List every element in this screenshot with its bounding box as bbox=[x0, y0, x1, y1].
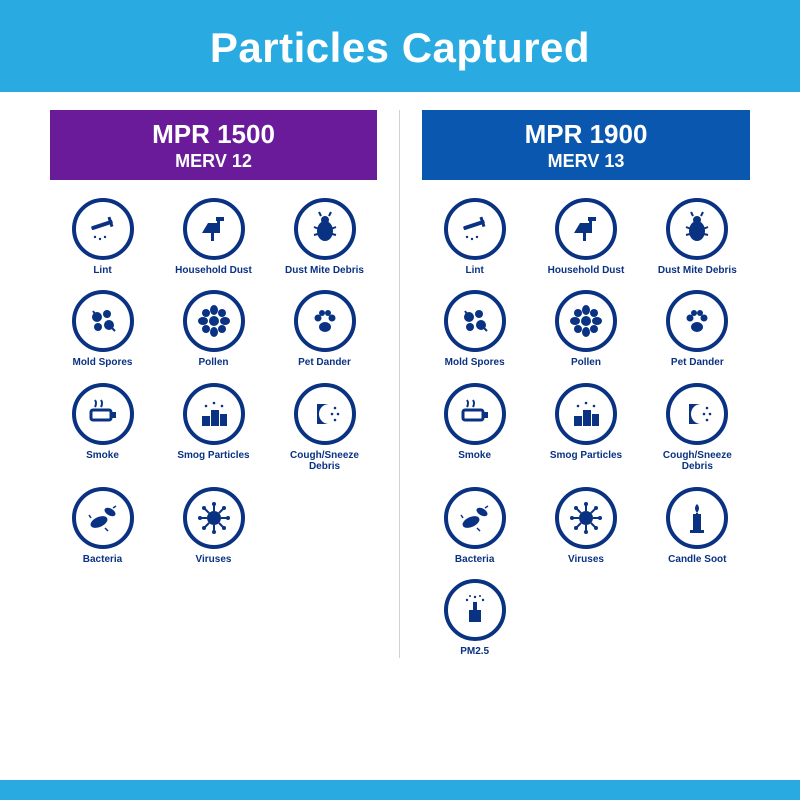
household-dust-icon bbox=[183, 198, 245, 260]
particle-dust-mite: Dust Mite Debris bbox=[652, 198, 742, 277]
particle-label: Bacteria bbox=[455, 554, 494, 566]
mpr-label: MPR 1500 bbox=[50, 120, 377, 149]
particle-label: Pollen bbox=[198, 357, 228, 369]
column-header-left: MPR 1500 MERV 12 bbox=[50, 110, 377, 180]
particle-label: Mold Spores bbox=[72, 357, 132, 369]
particle-viruses: Viruses bbox=[169, 487, 259, 566]
particle-household-dust: Household Dust bbox=[169, 198, 259, 277]
particle-label: Pet Dander bbox=[298, 357, 351, 369]
particle-label: Household Dust bbox=[548, 265, 625, 277]
pollen-icon bbox=[555, 290, 617, 352]
particle-household-dust: Household Dust bbox=[541, 198, 631, 277]
particle-pollen: Pollen bbox=[169, 290, 259, 369]
smog-icon bbox=[183, 383, 245, 445]
particle-smoke: Smoke bbox=[58, 383, 148, 473]
bottom-accent-band bbox=[0, 780, 800, 800]
pm25-icon bbox=[444, 579, 506, 641]
particle-pm25: PM2.5 bbox=[430, 579, 520, 658]
particle-viruses: Viruses bbox=[541, 487, 631, 566]
particle-label: Cough/Sneeze Debris bbox=[652, 450, 742, 473]
particle-label: Candle Soot bbox=[668, 554, 726, 566]
particle-label: Pet Dander bbox=[671, 357, 724, 369]
particle-label: Dust Mite Debris bbox=[658, 265, 737, 277]
smog-icon bbox=[555, 383, 617, 445]
cough-sneeze-icon bbox=[294, 383, 356, 445]
household-dust-icon bbox=[555, 198, 617, 260]
smoke-icon bbox=[72, 383, 134, 445]
icon-grid-left: Lint Household Dust Dust Mite Debris Mold S… bbox=[50, 198, 377, 566]
mold-spores-icon bbox=[444, 290, 506, 352]
dust-mite-icon bbox=[666, 198, 728, 260]
particle-dust-mite: Dust Mite Debris bbox=[280, 198, 370, 277]
particle-label: Smoke bbox=[86, 450, 119, 462]
particle-label: Viruses bbox=[568, 554, 604, 566]
particle-label: Household Dust bbox=[175, 265, 252, 277]
particle-label: Lint bbox=[465, 265, 483, 277]
particle-label: PM2.5 bbox=[460, 646, 489, 658]
particle-label: Mold Spores bbox=[445, 357, 505, 369]
pet-dander-icon bbox=[666, 290, 728, 352]
merv-label: MERV 12 bbox=[50, 151, 377, 172]
particle-bacteria: Bacteria bbox=[58, 487, 148, 566]
pollen-icon bbox=[183, 290, 245, 352]
bacteria-icon bbox=[444, 487, 506, 549]
column-mpr-1500: MPR 1500 MERV 12 Lint Household Dust Dust … bbox=[40, 110, 400, 658]
particle-pet-dander: Pet Dander bbox=[652, 290, 742, 369]
particle-label: Smog Particles bbox=[177, 450, 249, 462]
particle-cough-sneeze: Cough/Sneeze Debris bbox=[652, 383, 742, 473]
particle-label: Cough/Sneeze Debris bbox=[280, 450, 370, 473]
particle-label: Dust Mite Debris bbox=[285, 265, 364, 277]
particle-pet-dander: Pet Dander bbox=[280, 290, 370, 369]
particle-candle-soot: Candle Soot bbox=[652, 487, 742, 566]
particle-mold-spores: Mold Spores bbox=[58, 290, 148, 369]
pet-dander-icon bbox=[294, 290, 356, 352]
particle-label: Viruses bbox=[196, 554, 232, 566]
icon-grid-right: Lint Household Dust Dust Mite Debris Mold S… bbox=[422, 198, 750, 658]
candle-soot-icon bbox=[666, 487, 728, 549]
particle-label: Smog Particles bbox=[550, 450, 622, 462]
particle-smoke: Smoke bbox=[430, 383, 520, 473]
particle-label: Pollen bbox=[571, 357, 601, 369]
particle-pollen: Pollen bbox=[541, 290, 631, 369]
lint-icon bbox=[72, 198, 134, 260]
particle-label: Bacteria bbox=[83, 554, 122, 566]
cough-sneeze-icon bbox=[666, 383, 728, 445]
particle-cough-sneeze: Cough/Sneeze Debris bbox=[280, 383, 370, 473]
particle-lint: Lint bbox=[430, 198, 520, 277]
column-mpr-1900: MPR 1900 MERV 13 Lint Household Dust Dust … bbox=[400, 110, 760, 658]
particle-lint: Lint bbox=[58, 198, 148, 277]
page-title: Particles Captured bbox=[210, 24, 590, 71]
particle-label: Smoke bbox=[458, 450, 491, 462]
particle-smog: Smog Particles bbox=[169, 383, 259, 473]
page-title-banner: Particles Captured bbox=[0, 0, 800, 92]
dust-mite-icon bbox=[294, 198, 356, 260]
smoke-icon bbox=[444, 383, 506, 445]
viruses-icon bbox=[555, 487, 617, 549]
viruses-icon bbox=[183, 487, 245, 549]
mpr-label: MPR 1900 bbox=[422, 120, 750, 149]
particle-label: Lint bbox=[93, 265, 111, 277]
comparison-columns: MPR 1500 MERV 12 Lint Household Dust Dust … bbox=[0, 92, 800, 658]
lint-icon bbox=[444, 198, 506, 260]
column-header-right: MPR 1900 MERV 13 bbox=[422, 110, 750, 180]
bacteria-icon bbox=[72, 487, 134, 549]
mold-spores-icon bbox=[72, 290, 134, 352]
particle-bacteria: Bacteria bbox=[430, 487, 520, 566]
particle-mold-spores: Mold Spores bbox=[430, 290, 520, 369]
merv-label: MERV 13 bbox=[422, 151, 750, 172]
particle-smog: Smog Particles bbox=[541, 383, 631, 473]
